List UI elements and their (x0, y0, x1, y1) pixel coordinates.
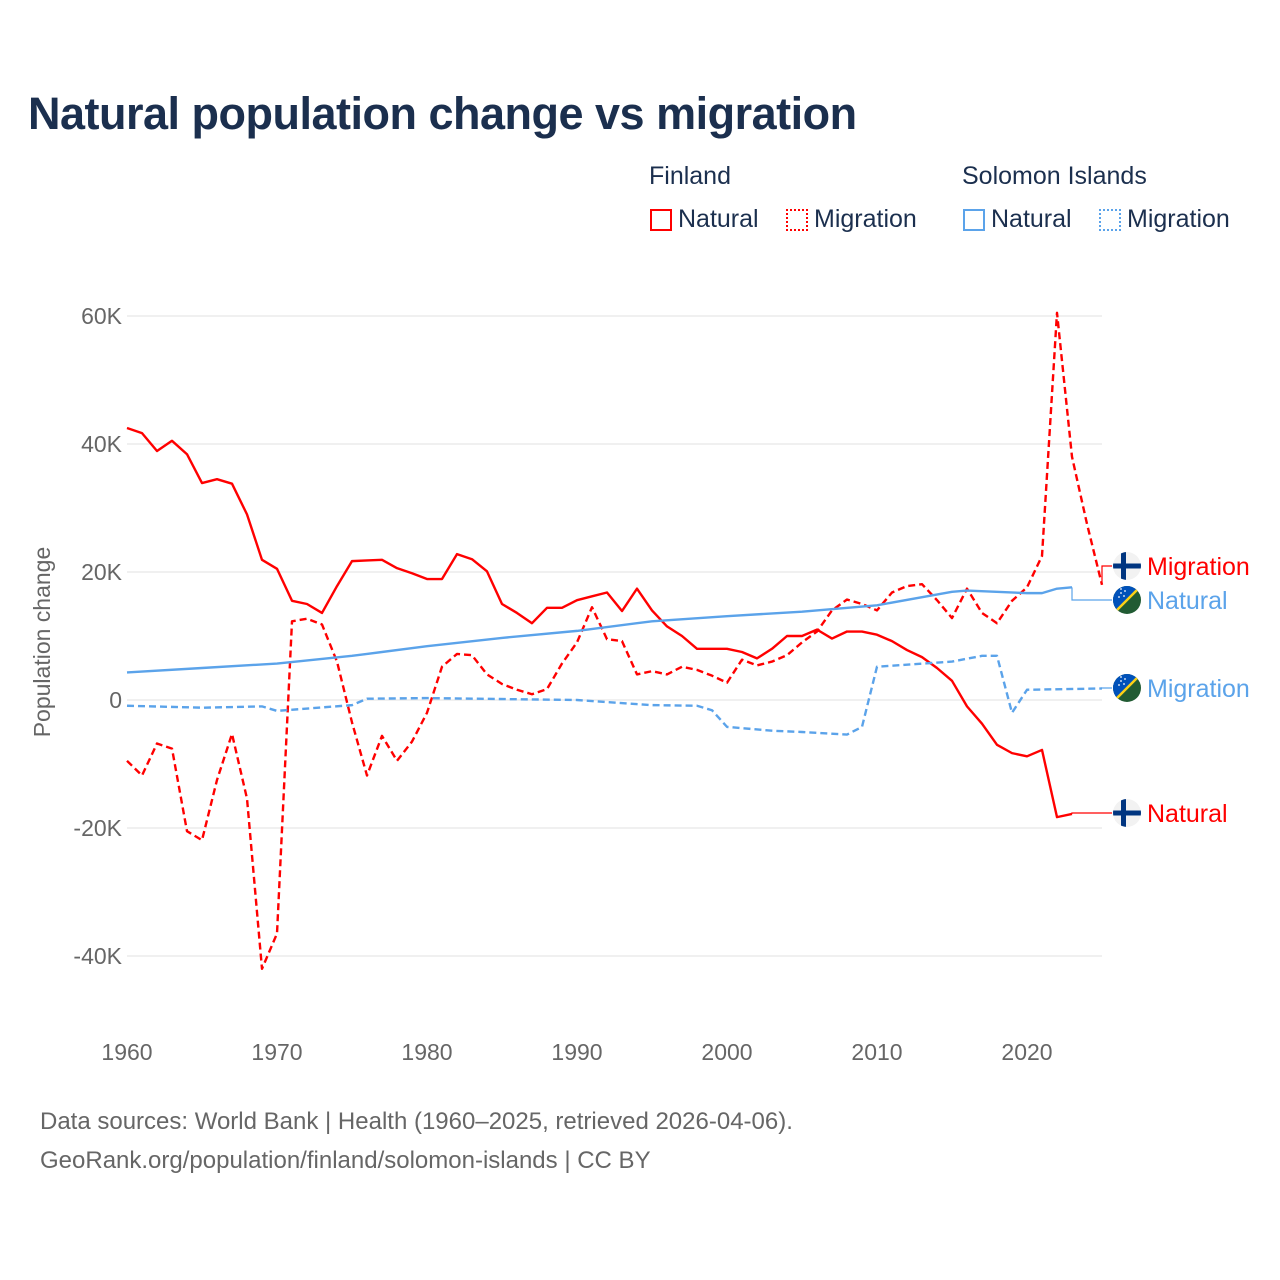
finland-flag-icon (1113, 552, 1141, 580)
solomon-islands-flag-icon (1113, 586, 1141, 614)
series-end-label: Migration (1147, 675, 1250, 703)
legend-solomon-natural[interactable]: Natural (963, 205, 1072, 234)
label-connector (1071, 812, 1112, 814)
legend-swatch-solid (963, 208, 985, 231)
x-tick-label: 2020 (1001, 1039, 1052, 1065)
series-line-solomon-islands-natural (126, 586, 1073, 674)
series-end-label: Natural (1147, 800, 1228, 828)
label-connector (1071, 587, 1112, 601)
series-line-solomon-islands-migration (126, 654, 1103, 736)
y-tick-label: 0 (109, 687, 122, 713)
y-tick-label: 40K (81, 431, 123, 457)
label-connector (1101, 565, 1112, 585)
legend-finland-natural[interactable]: Natural (650, 205, 759, 234)
legend-swatch-solid (650, 208, 672, 231)
legend-finland-migration[interactable]: Migration (786, 205, 917, 234)
series-end-label: Natural (1147, 587, 1228, 615)
footer-sources: Data sources: World Bank | Health (1960–… (40, 1108, 793, 1135)
legend-group-solomon-islands: Solomon Islands (962, 162, 1147, 190)
series-end-label: Migration (1147, 553, 1250, 581)
legend-label: Migration (1127, 205, 1230, 233)
y-tick-label: 20K (81, 559, 123, 585)
chart-title: Natural population change vs migration (28, 88, 857, 139)
legend-label: Natural (678, 205, 759, 233)
footer-url[interactable]: GeoRank.org/population/finland/solomon-i… (40, 1147, 651, 1174)
legend-swatch-dotted (786, 208, 808, 231)
x-tick-label: 1960 (101, 1039, 152, 1065)
x-tick-label: 2000 (701, 1039, 752, 1065)
legend-label: Migration (814, 205, 917, 233)
legend-group-finland: Finland (649, 162, 731, 190)
x-tick-label: 1980 (401, 1039, 452, 1065)
y-tick-label: -20K (73, 815, 122, 841)
legend-label: Natural (991, 205, 1072, 233)
finland-flag-icon (1113, 799, 1141, 827)
solomon-islands-flag-icon (1113, 674, 1141, 702)
y-tick-label: 60K (81, 303, 123, 329)
x-tick-label: 1990 (551, 1039, 602, 1065)
series-line-finland-natural (126, 426, 1073, 819)
y-axis-label: Population change (29, 547, 55, 738)
x-tick-label: 2010 (851, 1039, 902, 1065)
series-line-finland-migration (126, 311, 1104, 970)
x-tick-label: 1970 (251, 1039, 302, 1065)
legend-swatch-dotted (1099, 208, 1121, 231)
y-tick-label: -40K (73, 943, 122, 969)
legend-solomon-migration[interactable]: Migration (1099, 205, 1230, 234)
